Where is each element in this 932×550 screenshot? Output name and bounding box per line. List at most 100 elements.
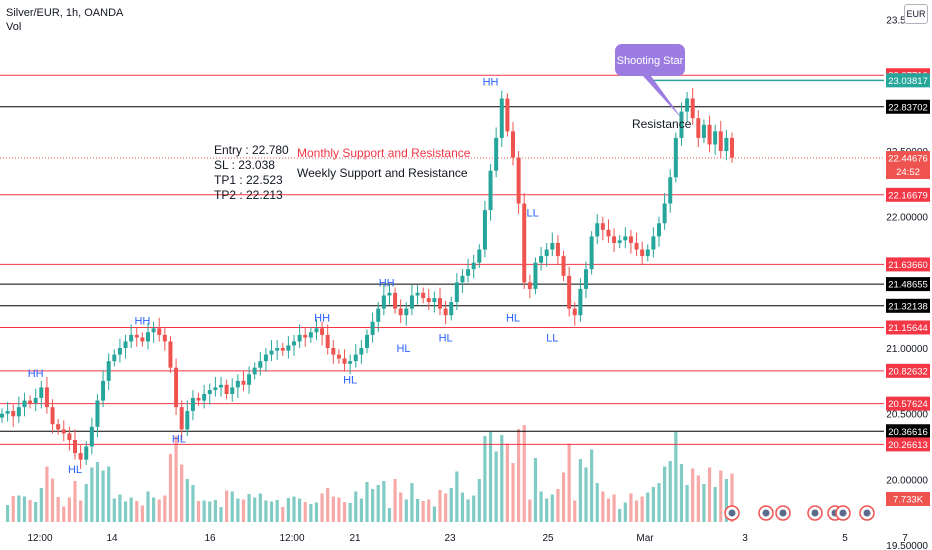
volume-indicator-label: Vol bbox=[6, 21, 22, 33]
volume-bar bbox=[28, 500, 32, 522]
volume-bar bbox=[292, 496, 296, 522]
volume-bar bbox=[477, 479, 481, 522]
volume-bar bbox=[657, 483, 661, 522]
volume-bar bbox=[494, 451, 498, 522]
candle-body bbox=[5, 411, 10, 414]
volume-bar bbox=[6, 505, 10, 522]
volume-bar bbox=[410, 483, 414, 522]
volume-bar bbox=[22, 496, 27, 522]
volume-bar bbox=[561, 472, 566, 522]
volume-bar bbox=[208, 501, 212, 522]
symbol-title: Silver/EUR, 1h, OANDA bbox=[6, 7, 124, 19]
candle-body bbox=[662, 203, 667, 224]
candle-body bbox=[460, 275, 465, 283]
volume-bar bbox=[460, 492, 465, 522]
volume-bar bbox=[90, 467, 94, 522]
volume-bar bbox=[219, 507, 223, 522]
volume-bar bbox=[264, 500, 268, 522]
volume-bar bbox=[331, 496, 335, 522]
price-badge bbox=[886, 396, 930, 411]
candle-body bbox=[297, 334, 302, 342]
candle-body bbox=[168, 341, 173, 368]
volume-bar bbox=[157, 499, 161, 522]
candle-body bbox=[511, 131, 515, 158]
swing-annotations: HH HL HH HL HH HL HH HL HL HH LL HL LL bbox=[28, 76, 559, 475]
candle-body bbox=[230, 387, 235, 394]
candle-body bbox=[657, 223, 661, 237]
event-marker-dot-icon bbox=[728, 509, 736, 517]
candle-body bbox=[421, 292, 426, 299]
candle-body bbox=[67, 433, 72, 440]
volume-bar bbox=[601, 491, 605, 522]
candle-body bbox=[623, 236, 628, 241]
time-tick-label: 14 bbox=[106, 533, 118, 544]
price-badge bbox=[886, 437, 930, 452]
volume-bar bbox=[719, 470, 723, 522]
volume-bar bbox=[573, 500, 577, 522]
candle-body bbox=[258, 361, 263, 368]
event-marker-dot-icon bbox=[811, 509, 819, 517]
candle-body bbox=[701, 124, 706, 138]
candle-body bbox=[466, 269, 471, 276]
candle-body bbox=[443, 308, 448, 316]
candle-body bbox=[718, 131, 723, 152]
candle-body bbox=[196, 397, 201, 401]
volume-bar bbox=[668, 461, 672, 522]
candle-body bbox=[185, 411, 190, 430]
candle-body bbox=[190, 397, 195, 412]
candle-body bbox=[477, 249, 482, 263]
volume-bar bbox=[152, 497, 156, 522]
price-badge bbox=[886, 99, 930, 114]
candlestick-series bbox=[0, 87, 734, 469]
volume-bar bbox=[511, 463, 515, 522]
volume-bar bbox=[112, 498, 116, 522]
volume-bar bbox=[62, 506, 66, 522]
swing-label: HL bbox=[172, 434, 186, 446]
volume-bar bbox=[84, 484, 88, 522]
candle-body bbox=[336, 354, 341, 359]
time-tick-label: Mar bbox=[636, 533, 654, 544]
volume-bar bbox=[348, 503, 352, 522]
currency-button[interactable]: EUR bbox=[904, 4, 928, 24]
price-badge-label: 22.16679 bbox=[888, 190, 928, 201]
candle-body bbox=[61, 429, 66, 434]
candle-body bbox=[134, 334, 139, 338]
candle-body bbox=[645, 249, 650, 257]
volume-bar bbox=[365, 482, 369, 522]
candle-body bbox=[685, 98, 690, 112]
event-marker-dot-icon bbox=[762, 509, 770, 517]
candle-body bbox=[567, 275, 572, 309]
price-badge bbox=[886, 73, 930, 88]
candle-body bbox=[140, 337, 145, 342]
volume-bar bbox=[281, 507, 285, 522]
candle-body bbox=[516, 157, 521, 204]
volume-bar bbox=[578, 459, 582, 522]
volume-bar bbox=[314, 502, 319, 522]
candle-body bbox=[224, 384, 229, 394]
volume-bar bbox=[691, 468, 695, 522]
volume-bar bbox=[421, 501, 425, 522]
candle-body bbox=[561, 256, 566, 276]
volume-bar bbox=[483, 436, 487, 522]
trade-plan-line: TP2 : 22.213 bbox=[214, 188, 283, 202]
candle-body bbox=[679, 111, 684, 138]
volume-bar bbox=[387, 508, 392, 522]
candle-body bbox=[393, 292, 398, 309]
price-badge-label: 21.63660 bbox=[888, 260, 928, 271]
volume-bar bbox=[528, 499, 532, 522]
candle-body bbox=[550, 242, 555, 250]
volume-bar bbox=[320, 493, 324, 522]
volume-bar bbox=[275, 500, 279, 522]
candle-body bbox=[617, 240, 622, 243]
volume-bar bbox=[449, 488, 453, 522]
price-badge-label: 22.83702 bbox=[888, 102, 928, 113]
candle-body bbox=[651, 236, 656, 250]
callout-bubble bbox=[615, 44, 685, 76]
candle-body bbox=[263, 354, 268, 362]
volume-bar bbox=[393, 479, 397, 522]
volume-bar bbox=[629, 493, 633, 522]
volume-bar bbox=[455, 471, 459, 522]
volume-bar bbox=[95, 462, 100, 522]
